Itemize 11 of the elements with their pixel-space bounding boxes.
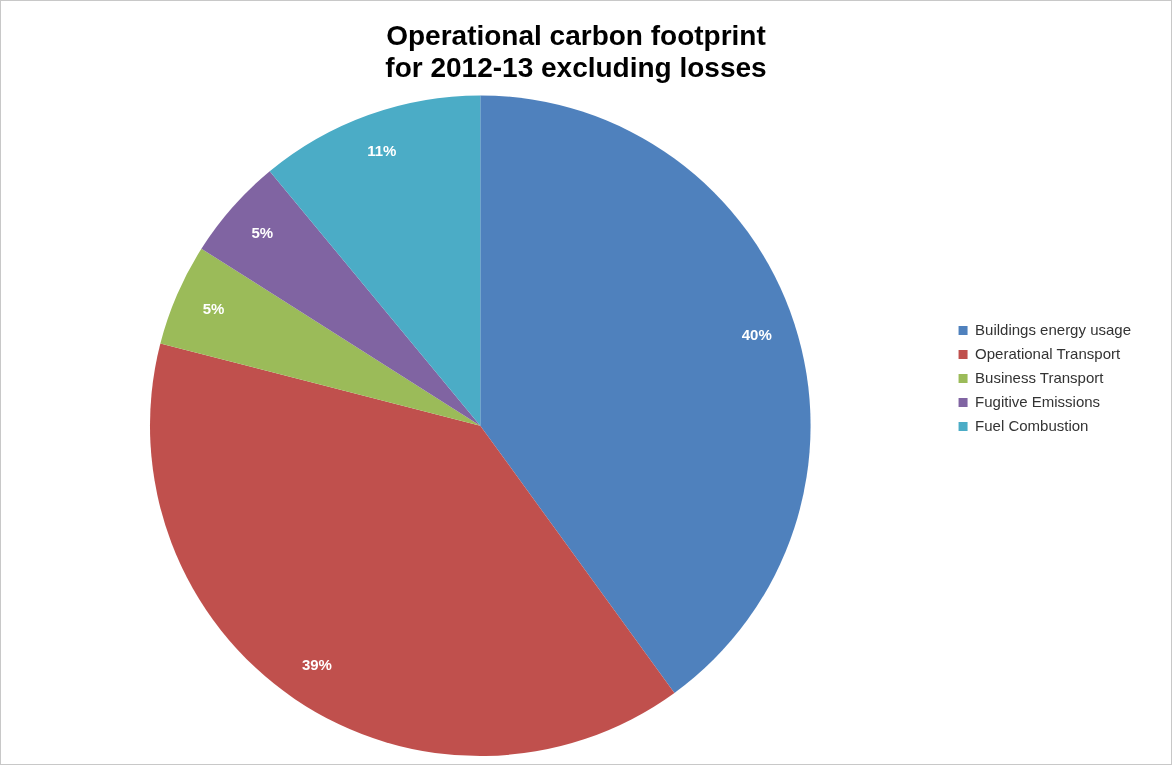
- data-label: 11%: [367, 142, 397, 160]
- data-label: 39%: [301, 656, 332, 674]
- chart-title: Operational carbon footprint for 2012-13 excluding losses: [385, 19, 767, 84]
- legend-label: Fuel Combustion: [975, 416, 1089, 434]
- data-label: 5%: [202, 300, 225, 318]
- legend-label: Buildings energy usage: [975, 320, 1132, 338]
- data-label: 40%: [741, 326, 772, 344]
- data-label: 5%: [251, 223, 274, 241]
- legend-label: Fugitive Emissions: [975, 392, 1101, 410]
- legend-label: Operational Transport: [975, 344, 1121, 362]
- legend-label: Business Transport: [975, 368, 1105, 386]
